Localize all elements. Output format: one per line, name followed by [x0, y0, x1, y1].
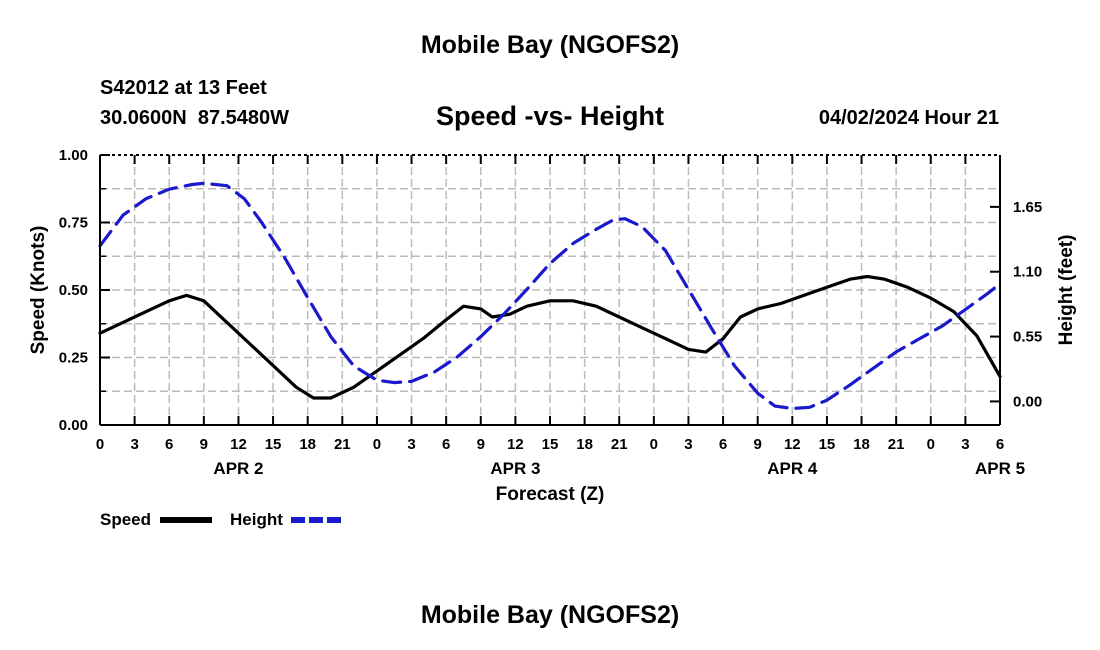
- left-y-tick-label: 0.50: [59, 282, 88, 299]
- chart-subtitle: Speed -vs- Height: [435, 101, 665, 131]
- x-tick-label: 18: [576, 436, 593, 453]
- x-tick-label: 12: [230, 436, 247, 453]
- x-tick-label: 0: [927, 436, 935, 453]
- x-tick-label: 6: [442, 436, 450, 453]
- x-tick-label: 21: [611, 436, 628, 453]
- right-y-tick-label: 0.55: [1013, 329, 1042, 346]
- day-label: APR 5: [975, 459, 1025, 478]
- x-tick-label: 6: [996, 436, 1004, 453]
- x-tick-label: 3: [130, 436, 138, 453]
- right-axis-title: Height (feet): [1056, 235, 1077, 346]
- footer-title: Mobile Bay (NGOFS2): [420, 601, 680, 629]
- day-label: APR 3: [490, 459, 540, 478]
- x-tick-label: 0: [96, 436, 104, 453]
- x-tick-label: 3: [407, 436, 415, 453]
- x-tick-label: 15: [542, 436, 559, 453]
- x-tick-label: 18: [299, 436, 316, 453]
- x-tick-label: 0: [650, 436, 658, 453]
- x-tick-label: 9: [200, 436, 208, 453]
- series-line-height: [98, 181, 1002, 411]
- x-tick-label: 18: [853, 436, 870, 453]
- series-lines: [98, 181, 1002, 411]
- day-label: APR 4: [767, 459, 818, 478]
- day-label: APR 2: [213, 459, 263, 478]
- x-tick-label: 6: [165, 436, 173, 453]
- legend-label-speed: Speed: [100, 510, 151, 529]
- series-line-speed: [98, 274, 1002, 400]
- right-y-tick-label: 1.10: [1013, 264, 1042, 281]
- x-tick-label: 21: [334, 436, 351, 453]
- x-tick-label: 12: [507, 436, 524, 453]
- right-y-tick-label: 0.00: [1013, 393, 1042, 410]
- grid: [100, 155, 1000, 425]
- axes-frame: [99, 154, 1001, 426]
- x-tick-label: 0: [373, 436, 381, 453]
- x-tick-label: 3: [684, 436, 692, 453]
- x-tick-label: 21: [888, 436, 905, 453]
- left-y-tick-label: 1.00: [59, 147, 88, 164]
- forecast-date: 04/02/2024 Hour 21: [818, 107, 999, 129]
- left-axis-title: Speed (Knots): [28, 226, 49, 355]
- legend-label-height: Height: [230, 510, 283, 529]
- axis-labels: 0 3 6 9 12 15 18 21 0 3 6 9 12 15 18 21 0 3 6 9 12 15 18 21 0 3 6 A…: [28, 147, 1077, 505]
- x-tick-label: 9: [477, 436, 485, 453]
- x-tick-label: 12: [784, 436, 801, 453]
- left-y-tick-label: 0.00: [59, 417, 88, 434]
- x-tick-label: 15: [819, 436, 836, 453]
- x-tick-label: 9: [754, 436, 762, 453]
- legend: Speed Height: [100, 510, 343, 529]
- x-tick-label: 15: [265, 436, 282, 453]
- x-tick-label: 6: [719, 436, 727, 453]
- station-coords: 30.0600N 87.5480W: [100, 107, 290, 129]
- chart-title: Mobile Bay (NGOFS2): [420, 31, 680, 59]
- left-y-tick-label: 0.25: [59, 350, 88, 367]
- left-y-tick-label: 0.75: [59, 215, 88, 232]
- station-label: S42012 at 13 Feet: [100, 77, 267, 99]
- x-tick-label: 3: [961, 436, 969, 453]
- x-axis-title: Forecast (Z): [496, 484, 605, 505]
- right-y-tick-label: 1.65: [1013, 199, 1042, 216]
